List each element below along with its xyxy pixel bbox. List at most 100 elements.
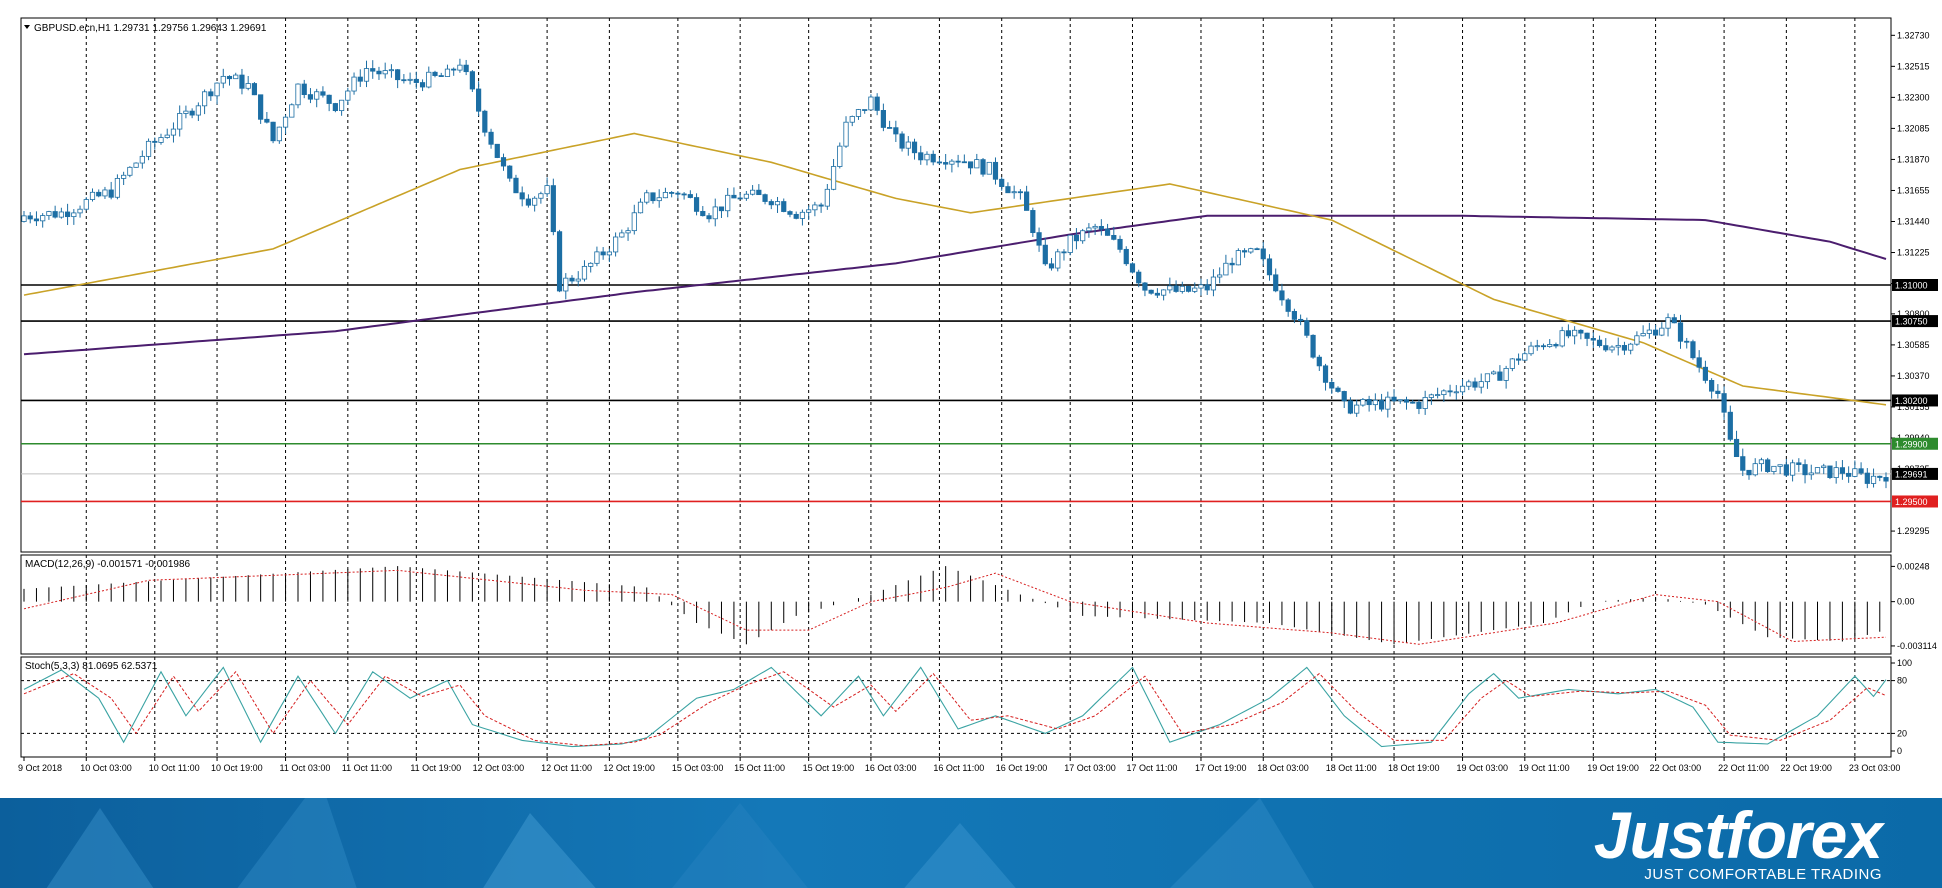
candle-body (1111, 235, 1117, 240)
candle-body (226, 75, 233, 80)
candle-body (1634, 335, 1640, 345)
candle-body (550, 185, 556, 233)
x-tick-label: 16 Oct 03:00 (865, 763, 917, 773)
candle-body (1877, 475, 1883, 478)
candle-body (208, 91, 214, 97)
candle-body (1372, 399, 1378, 406)
candle-body (1435, 394, 1441, 397)
candle-body (71, 212, 77, 218)
candle-body (1235, 250, 1241, 266)
candle-body (1503, 368, 1509, 381)
candle-body (1360, 399, 1366, 406)
candle-body (1254, 248, 1260, 251)
candle-body (918, 152, 924, 161)
candle-body (1509, 358, 1515, 369)
candle-body (1696, 357, 1702, 368)
y-tick-label: 1.30370 (1897, 371, 1930, 381)
candle-body (264, 118, 270, 123)
price-level-label: 1.30200 (1895, 396, 1928, 406)
candle-body (656, 197, 662, 202)
candle-body (606, 251, 612, 256)
candle-body (1391, 396, 1397, 402)
candle-body (1036, 232, 1042, 246)
candle-body (855, 109, 862, 117)
brand-banner: Justforex JUST COMFORTABLE TRADING (0, 798, 1942, 888)
candle-body (270, 121, 276, 142)
candle-body (955, 160, 961, 163)
candle-body (762, 194, 768, 202)
candle-body (127, 166, 133, 176)
stoch-tick-label: 20 (1897, 728, 1907, 738)
candle-body (1646, 329, 1652, 334)
x-tick-label: 10 Oct 03:00 (80, 763, 132, 773)
candle-body (170, 128, 177, 136)
stoch-label: Stoch(5,3,3) 81.0695 62.5371 (25, 661, 158, 672)
candle-body (1515, 358, 1522, 361)
x-tick-label: 10 Oct 19:00 (211, 763, 263, 773)
candle-body (1752, 463, 1758, 476)
candle-body (1024, 191, 1030, 211)
candle-body (893, 127, 899, 135)
candle-body (1547, 344, 1553, 347)
candle-body (1161, 289, 1167, 296)
dropdown-arrow-icon[interactable] (24, 25, 30, 29)
price-level-label: 1.30750 (1895, 317, 1928, 327)
candle-body (58, 211, 64, 218)
candle-body (1011, 191, 1017, 194)
candle-body (457, 64, 463, 71)
candle-body (214, 82, 220, 97)
candle-body (986, 161, 992, 175)
candle-body (824, 188, 830, 207)
candle-body (1572, 329, 1578, 337)
candle-body (1684, 340, 1690, 343)
candle-body (1298, 318, 1304, 322)
macd-signal-line (23, 569, 1887, 645)
candle-body (1322, 365, 1329, 383)
candle-body (1217, 274, 1223, 278)
candle-body (301, 83, 307, 96)
y-tick-label: 1.32515 (1897, 61, 1930, 71)
candle-body (999, 178, 1005, 187)
candle-body (239, 74, 245, 89)
candle-body (258, 94, 264, 120)
y-tick-label: 1.31225 (1897, 248, 1930, 258)
candle-body (1789, 462, 1796, 476)
candle-body (1640, 333, 1646, 337)
candle-body (1596, 339, 1603, 347)
candle-body (1241, 250, 1248, 253)
x-tick-label: 19 Oct 11:00 (1519, 763, 1570, 773)
brand-tagline: JUST COMFORTABLE TRADING (1644, 866, 1882, 883)
candle-body (1603, 345, 1609, 351)
candle-body (1316, 356, 1322, 367)
candle-body (930, 153, 936, 163)
candle-body (519, 192, 525, 200)
candle-body (1335, 387, 1341, 392)
x-tick-label: 18 Oct 11:00 (1326, 763, 1377, 773)
candle-body (581, 265, 588, 280)
brand-logo: Justforex (1593, 798, 1883, 872)
candle-body (1833, 467, 1839, 479)
candle-body (413, 78, 419, 83)
candle-body (40, 215, 46, 222)
candle-body (1858, 468, 1864, 474)
candle-body (718, 206, 725, 212)
candle-body (139, 155, 145, 164)
candle-body (1123, 248, 1129, 265)
candle-body (1715, 390, 1721, 394)
candle-body (245, 83, 251, 89)
candle-body (1559, 330, 1565, 347)
horizontal-levels (21, 284, 1891, 503)
candle-body (289, 104, 295, 118)
candle-body (145, 140, 152, 157)
candle-body (1098, 225, 1104, 230)
candle-body (525, 198, 532, 206)
candle-body (1279, 290, 1285, 301)
candle-body (1354, 404, 1360, 414)
candle-body (731, 194, 737, 199)
candle-body (488, 131, 494, 145)
candle-body (905, 141, 911, 149)
candle-body (1727, 411, 1733, 440)
candle-body (669, 192, 675, 194)
current-price-label: 1.29691 (1895, 469, 1928, 479)
y-tick-label: 1.30585 (1897, 340, 1930, 350)
